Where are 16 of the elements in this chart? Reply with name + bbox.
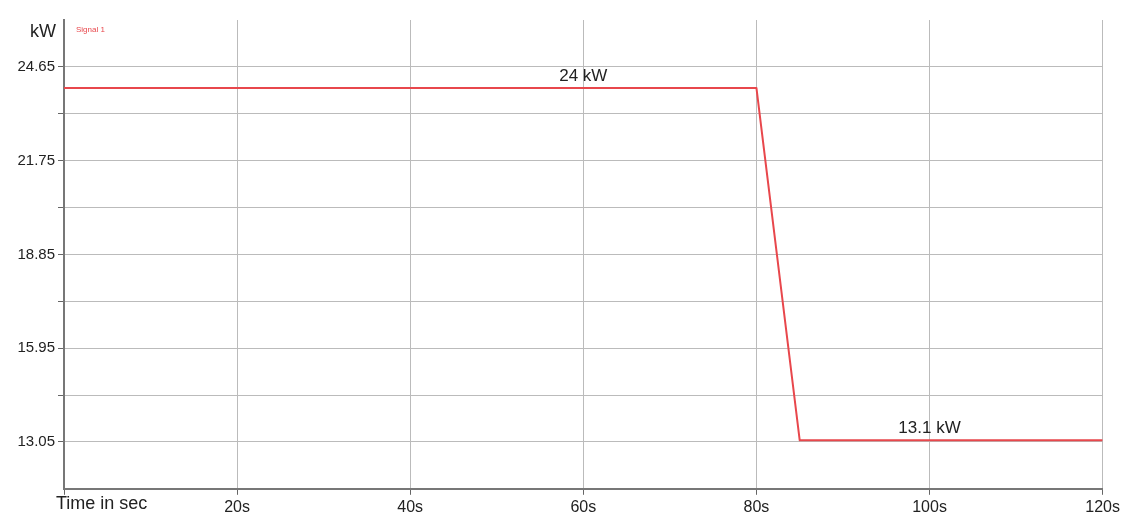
y-tick-label: 13.05: [17, 432, 55, 450]
x-tick-label: 20s: [224, 497, 251, 515]
y-axis-title: kW: [30, 20, 56, 41]
text: Signal 1: [76, 25, 106, 35]
y-tick-label: 15.95: [17, 338, 55, 356]
x-tick-label: 80s: [743, 497, 770, 515]
x-tick-label: 100s: [912, 497, 947, 515]
annotation: 24 kW: [559, 66, 608, 86]
x-tick-label: 120s: [1085, 497, 1120, 515]
y-tick-label: 18.85: [17, 244, 55, 262]
y-tick-label: 24.65: [17, 57, 55, 75]
x-tick-label: 60s: [570, 497, 597, 515]
x-axis-title: Time in sec: [56, 492, 148, 513]
annotation: 13.1 kW: [898, 418, 961, 438]
x-tick-label: 40s: [397, 497, 424, 515]
y-tick-label: 21.75: [17, 150, 55, 168]
